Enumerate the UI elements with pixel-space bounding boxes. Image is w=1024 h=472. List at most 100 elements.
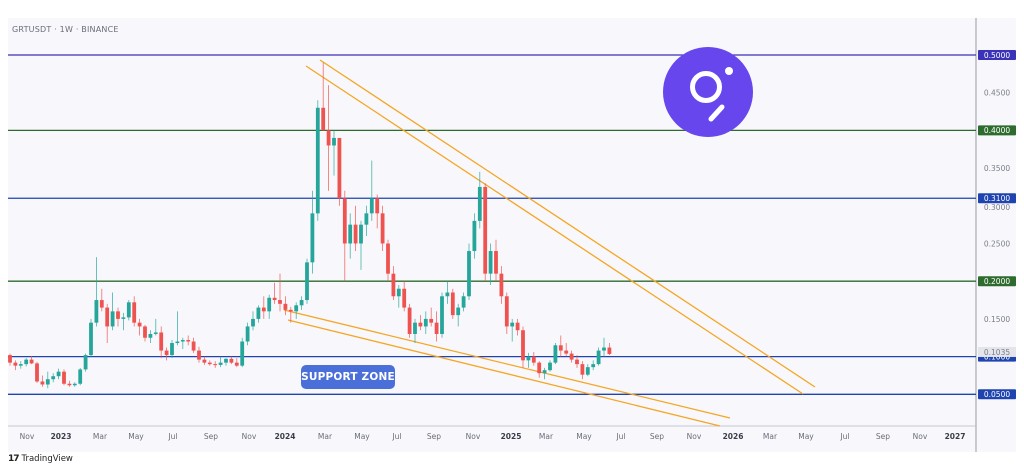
candle-body: [548, 362, 552, 371]
time-tick: Nov: [466, 432, 481, 441]
candle-body: [121, 317, 126, 319]
candle-body: [13, 362, 18, 366]
time-tick: Jul: [615, 432, 625, 441]
candle-body: [229, 358, 234, 363]
candle-body: [207, 362, 212, 365]
time-tick: Sep: [427, 432, 441, 441]
time-tick: Mar: [763, 432, 778, 441]
candle-body: [180, 340, 185, 342]
level-tag: [978, 50, 1016, 60]
price-tick: 0.4500: [984, 89, 1010, 98]
chart-panel[interactable]: [8, 18, 1016, 452]
support-zone-label: SUPPORT ZONE: [301, 365, 395, 389]
current-price-tag: [978, 346, 1016, 357]
candle-body: [234, 362, 239, 366]
candle-body: [558, 345, 563, 351]
candle-body: [537, 362, 542, 374]
level-tag: [978, 389, 1016, 400]
logo-ring-icon: [690, 71, 722, 103]
candle-body: [245, 326, 250, 342]
candle-body: [515, 322, 520, 331]
time-tick: Nov: [242, 432, 257, 441]
graph-token-logo: [663, 47, 753, 137]
tradingview-brand[interactable]: 17 TradingView: [8, 454, 73, 464]
candle-body: [607, 347, 612, 354]
time-tick: May: [576, 432, 592, 441]
candle-body: [542, 370, 547, 374]
candle-body: [499, 273, 504, 297]
candle-body: [510, 322, 515, 327]
candle-body: [170, 343, 174, 356]
time-tick: Sep: [204, 432, 218, 441]
time-tick: 2023: [51, 432, 72, 441]
time-tick: 2025: [501, 432, 522, 441]
candle-body: [472, 220, 477, 252]
candle-body: [445, 292, 450, 297]
candle-body: [175, 341, 180, 344]
candle-body: [456, 307, 461, 316]
time-tick: May: [354, 432, 370, 441]
candle-body: [261, 307, 266, 312]
candle-body: [418, 322, 423, 327]
candle-body: [8, 355, 12, 363]
candle-body: [164, 350, 169, 356]
time-axis[interactable]: Nov 2023 Mar May Jul Sep Nov 2024 Mar May Jul Sep No…: [20, 432, 966, 441]
candle-body: [440, 296, 444, 334]
candle-body: [137, 322, 142, 327]
candle-body: [369, 198, 374, 214]
price-tick: 0.1500: [984, 315, 1010, 324]
candle-body: [305, 262, 309, 301]
candle-body: [45, 379, 50, 385]
level-tag-text: 0.0500: [984, 390, 1010, 399]
candle-body: [553, 345, 558, 363]
candle-body: [89, 322, 93, 356]
candle-body: [62, 371, 66, 384]
candle-body: [375, 198, 380, 214]
trendline: [287, 319, 721, 427]
level-tag-text: 0.3100: [984, 194, 1010, 203]
level-tag-text: 0.5000: [984, 51, 1010, 60]
price-axis[interactable]: 0.4500 0.3500 0.3000 0.2500 0.1500: [984, 89, 1010, 324]
time-tick: Mar: [93, 432, 108, 441]
candle-body: [531, 356, 536, 363]
time-tick: 2027: [945, 432, 966, 441]
candle-body: [315, 107, 320, 214]
candle-body: [585, 367, 590, 375]
price-tick: 0.2500: [984, 240, 1010, 249]
candles: [8, 62, 612, 389]
price-tick: 0.3000: [984, 203, 1010, 212]
price-tick: 0.3500: [984, 164, 1010, 173]
candle-body: [153, 332, 158, 334]
candle-body: [364, 213, 369, 225]
candle-body: [348, 224, 353, 244]
candle-body: [326, 130, 331, 146]
time-tick: Mar: [318, 432, 333, 441]
candle-body: [67, 383, 72, 386]
candle-body: [569, 353, 574, 360]
candle-body: [288, 309, 293, 312]
candle-body: [332, 137, 336, 146]
candle-body: [78, 369, 83, 384]
candle-body: [99, 300, 104, 308]
candle-body: [143, 326, 147, 338]
trendlines: [283, 59, 816, 427]
candle-body: [488, 251, 493, 274]
candle-body: [477, 186, 482, 221]
candle-body: [602, 347, 606, 351]
candle-body: [526, 356, 531, 361]
candle-body: [575, 359, 579, 365]
time-tick: Jul: [167, 432, 177, 441]
candle-body: [591, 364, 596, 368]
candle-body: [494, 251, 498, 274]
candle-body: [72, 383, 77, 386]
candle-body: [110, 311, 115, 327]
candle-body: [461, 296, 466, 308]
level-tag: [978, 125, 1016, 136]
candle-body: [267, 297, 272, 312]
time-tick: Nov: [913, 432, 928, 441]
time-tick: 2024: [275, 432, 296, 441]
candle-body: [386, 243, 390, 274]
candle-body: [35, 363, 39, 382]
candle-body: [51, 376, 56, 380]
